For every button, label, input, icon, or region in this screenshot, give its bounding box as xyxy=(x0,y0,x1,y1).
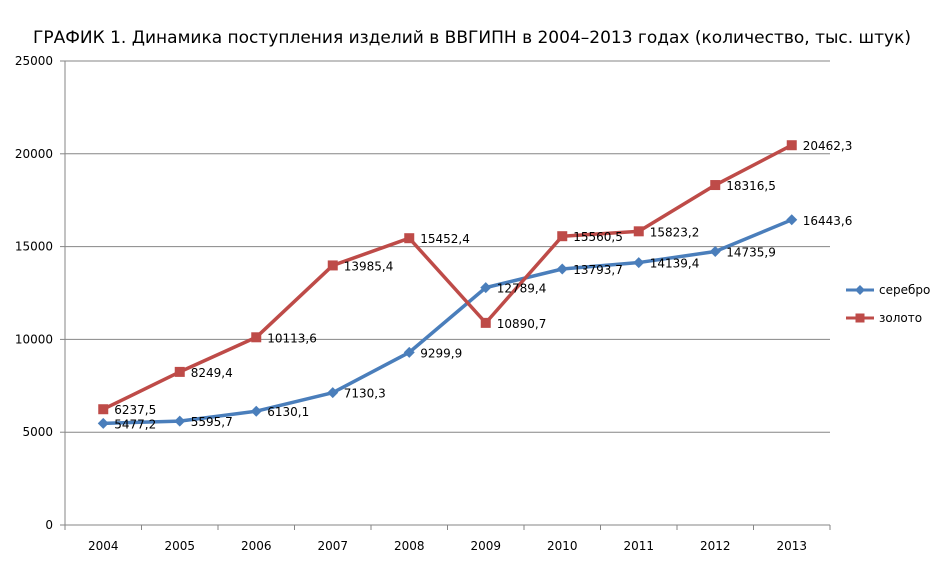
data-label: 14735,9 xyxy=(726,246,776,260)
data-label: 5595,7 xyxy=(191,415,233,429)
y-tick-label: 25000 xyxy=(15,54,53,68)
data-label: 13985,4 xyxy=(344,259,394,273)
x-tick-label: 2013 xyxy=(776,539,807,553)
y-tick-label: 20000 xyxy=(15,147,53,161)
data-point xyxy=(480,317,491,328)
data-point xyxy=(250,405,262,417)
chart-title: ГРАФИК 1. Динамика поступления изделий в… xyxy=(33,28,911,48)
data-label: 9299,9 xyxy=(420,346,462,360)
y-tick-label: 15000 xyxy=(15,240,53,254)
data-point xyxy=(786,214,798,226)
x-tick-label: 2005 xyxy=(164,539,195,553)
data-point xyxy=(251,332,262,343)
data-label-layer: 5477,2 5595,7 6130,1 7130,3 9299,9 12789,4 137… xyxy=(114,139,852,431)
legend-label: серебро xyxy=(879,283,930,297)
series-layer xyxy=(97,140,798,429)
data-point xyxy=(97,417,109,429)
series-line-0 xyxy=(103,218,793,426)
data-label: 14139,4 xyxy=(650,257,700,271)
y-tick-label: 10000 xyxy=(15,332,53,346)
legend-marker xyxy=(855,313,865,323)
data-label: 6237,5 xyxy=(114,403,156,417)
data-point xyxy=(786,140,797,151)
data-point xyxy=(709,246,721,258)
data-point xyxy=(174,415,186,427)
data-label: 8249,4 xyxy=(191,366,233,380)
data-label: 10890,7 xyxy=(497,317,547,331)
data-label: 7130,3 xyxy=(344,387,386,401)
x-tick-label: 2007 xyxy=(317,539,348,553)
x-tick-label: 2011 xyxy=(623,539,654,553)
data-point xyxy=(174,366,185,377)
x-tick-label: 2008 xyxy=(394,539,425,553)
data-label: 16443,6 xyxy=(803,214,853,228)
legend-marker xyxy=(855,285,865,295)
series-line-1 xyxy=(102,143,793,411)
data-point xyxy=(710,180,721,191)
data-point xyxy=(98,404,109,415)
data-point xyxy=(327,387,339,399)
x-tick-label: 2009 xyxy=(470,539,501,553)
data-label: 18316,5 xyxy=(726,179,776,193)
data-label: 13793,7 xyxy=(573,263,623,277)
data-label: 15452,4 xyxy=(420,232,470,246)
data-point xyxy=(633,226,644,237)
y-tick-label: 5000 xyxy=(22,425,53,439)
x-tick-label: 2006 xyxy=(241,539,272,553)
data-label: 6130,1 xyxy=(267,405,309,419)
x-tick-label: 2012 xyxy=(700,539,731,553)
data-point xyxy=(556,263,568,275)
data-label: 15560,5 xyxy=(573,230,623,244)
data-label: 20462,3 xyxy=(803,139,853,153)
legend-label: золото xyxy=(879,311,922,325)
data-point xyxy=(404,233,415,244)
axis-layer: 0 5000 10000 15000 20000 25000 2004 2005 2006 200… xyxy=(15,54,831,553)
data-point xyxy=(557,231,568,242)
data-label: 5477,2 xyxy=(114,417,156,431)
data-point xyxy=(480,282,492,294)
data-label: 15823,2 xyxy=(650,225,700,239)
legend: серебро золото xyxy=(846,283,930,325)
data-point xyxy=(403,346,415,358)
data-label: 12789,4 xyxy=(497,282,547,296)
y-tick-label: 0 xyxy=(45,518,53,532)
x-tick-label: 2010 xyxy=(547,539,578,553)
data-point xyxy=(327,260,338,271)
data-label: 10113,6 xyxy=(267,331,317,345)
x-tick-label: 2004 xyxy=(88,539,119,553)
data-point xyxy=(633,257,645,269)
grid-layer xyxy=(65,60,830,433)
